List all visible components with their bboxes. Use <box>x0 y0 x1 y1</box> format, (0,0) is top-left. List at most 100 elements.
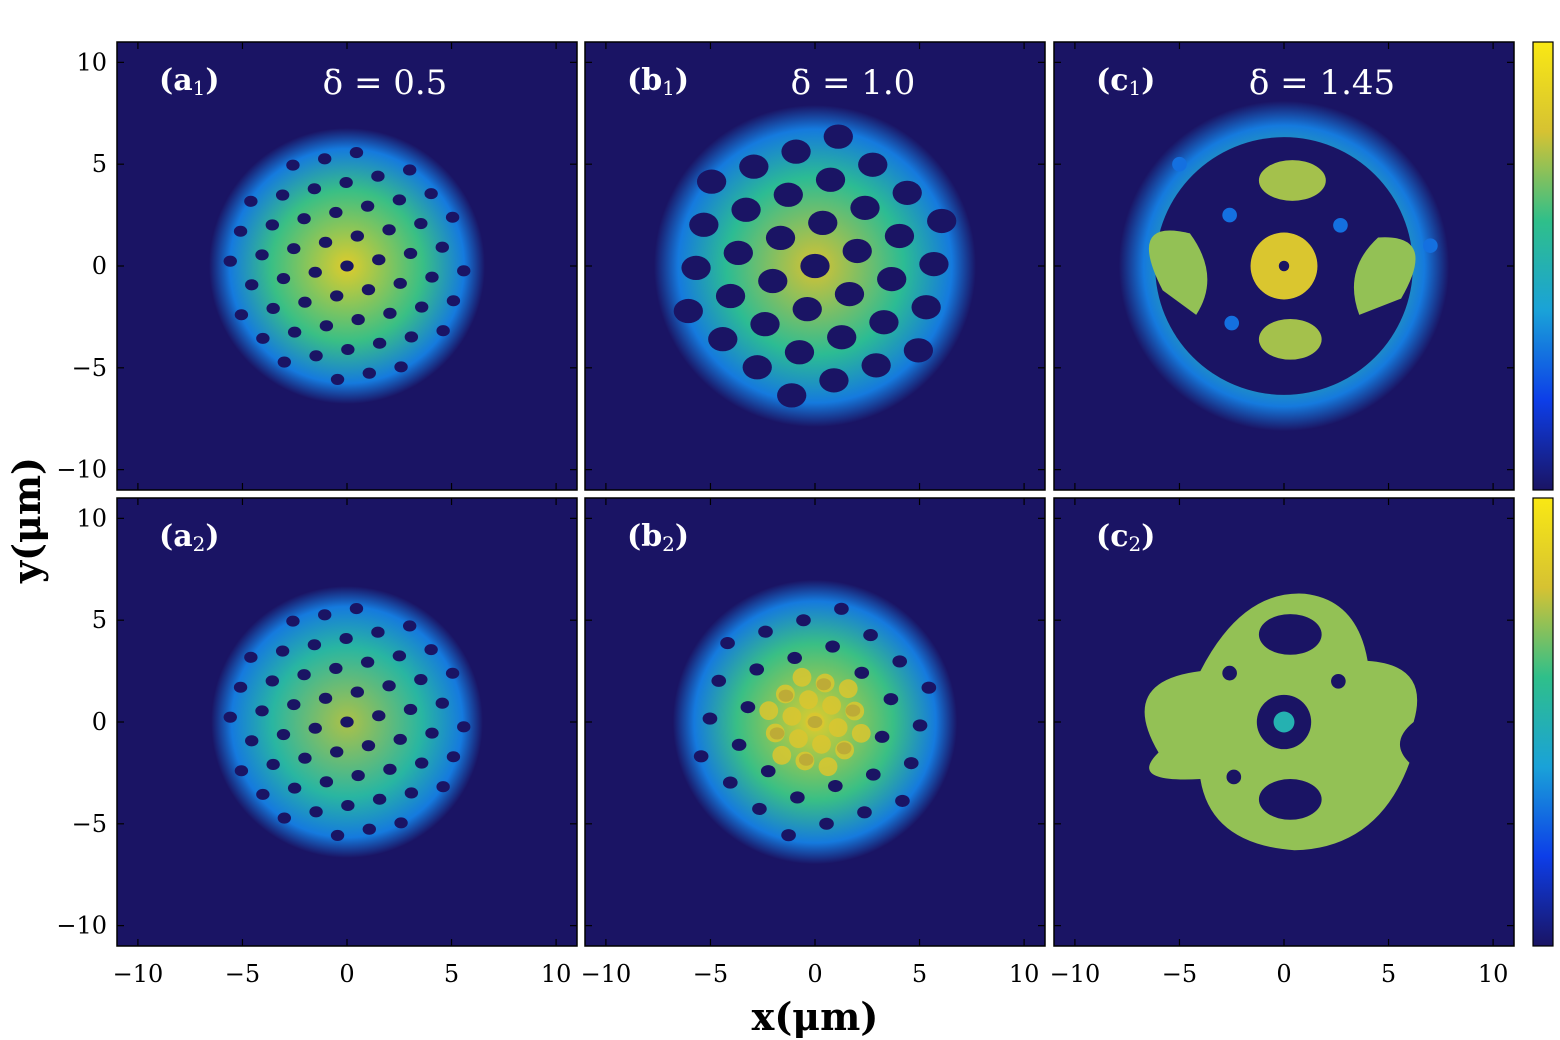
x-tick-label: 0 <box>339 960 354 988</box>
panel-label: (b2) <box>627 519 689 556</box>
vortex-hole <box>823 124 853 149</box>
x-tick-label: −5 <box>693 960 728 988</box>
vortex-hole <box>742 355 772 380</box>
vortex-hole <box>339 176 353 189</box>
vortex-hole <box>722 776 738 789</box>
right-island <box>1353 237 1416 315</box>
vortex-hole <box>286 615 300 627</box>
bright-site <box>775 684 795 704</box>
vortex-hole <box>351 770 365 782</box>
vortex-hole <box>403 247 418 259</box>
vortex-hole <box>752 802 767 815</box>
axes-text: x(μm) y(μm) <box>4 457 878 1039</box>
colorbars <box>1532 41 1554 947</box>
colorbar-1 <box>1532 41 1554 491</box>
vortex-hole <box>834 602 849 615</box>
heatmap-panel-c1: (c1) δ = 1.45 <box>1053 41 1515 491</box>
x-tick-label: 10 <box>1009 960 1040 988</box>
heatmap-field <box>672 579 958 865</box>
vortex-hole <box>731 738 747 751</box>
bright-site <box>822 695 842 715</box>
top-island <box>1258 160 1326 201</box>
vortex-hole <box>819 368 849 393</box>
vortex-hole <box>457 265 471 277</box>
vortex-hole <box>360 656 375 668</box>
vortex-hole <box>287 782 302 794</box>
vortex-hole <box>382 680 396 692</box>
vortex-hole <box>277 356 292 368</box>
left-island <box>1148 230 1208 315</box>
panel-label: (a1) <box>159 63 220 100</box>
vortex-hole <box>233 681 248 693</box>
vortex-hole <box>696 169 727 194</box>
y-tick-label: 5 <box>92 606 107 634</box>
heatmap-panel-b2: −10 −5 0 5 10 (b2) <box>581 497 1046 988</box>
vortex-hole <box>892 655 908 668</box>
vortex-hole <box>758 625 773 638</box>
vortex-hole <box>877 266 907 292</box>
heatmap-panel-b1: (b1) δ = 1.0 <box>584 41 1046 491</box>
vortex-hole <box>265 675 280 687</box>
vortex-hole <box>341 799 355 812</box>
vortex-hole <box>445 667 460 679</box>
vortex-hole <box>731 197 761 222</box>
vortex-hole <box>414 757 429 769</box>
vortex-hole <box>256 332 270 344</box>
vortex-hole <box>445 211 460 223</box>
bright-site <box>828 718 848 738</box>
vortex-hole <box>276 729 291 741</box>
vortex-hole <box>773 182 803 207</box>
vortex-hole <box>329 662 343 674</box>
vortex-hole <box>372 254 386 266</box>
bright-site <box>792 667 812 687</box>
y-tick-label: 0 <box>92 252 107 280</box>
bright-site <box>845 701 865 721</box>
vortex-hole <box>850 195 880 220</box>
vortex-hole <box>244 651 258 663</box>
bright-site <box>795 751 815 771</box>
vortex-hole <box>361 284 376 296</box>
heatmap-panels: −10 −5 0 5 10 (a1) δ = 0.5 (b1) δ = 1.0 (c1) δ = 1… <box>56 41 1515 988</box>
vortex-hole <box>758 268 788 294</box>
vortex-hole <box>266 302 280 315</box>
vortex-hole <box>435 697 449 709</box>
vortex-hole <box>446 295 461 307</box>
x-tick-label: 5 <box>444 960 459 988</box>
bottom-hole <box>1258 779 1322 820</box>
y-axis-label: y(μm) <box>4 457 49 584</box>
vortex-hole <box>792 297 822 322</box>
vortex-hole <box>903 338 934 363</box>
vortex-hole <box>424 644 438 656</box>
vortex-hole <box>319 776 334 788</box>
bright-site <box>782 706 802 726</box>
vortex-hole <box>740 701 756 714</box>
vortex-hole <box>383 307 397 319</box>
vortex-hole <box>351 314 365 326</box>
vortex-hole <box>255 249 269 261</box>
vortex-hole <box>276 273 291 285</box>
vortex-hole <box>362 823 376 835</box>
vortex-hole <box>892 180 922 205</box>
bright-site <box>851 723 871 743</box>
vortex-hole <box>435 241 449 253</box>
vortex-hole <box>297 669 311 681</box>
vortex-hole <box>689 212 719 237</box>
vortex-hole <box>383 763 397 775</box>
vortex-hole <box>394 817 408 829</box>
heatmap-field <box>1144 593 1418 851</box>
vortex-hole <box>436 325 450 337</box>
vortex-hole <box>784 340 815 365</box>
vortex-hole <box>720 637 735 650</box>
bright-site <box>835 740 855 760</box>
vortex-hole <box>446 751 461 763</box>
panel-label: (b1) <box>627 63 689 100</box>
vortex-hole <box>403 703 418 715</box>
vortex-hole <box>414 673 428 686</box>
vortex-hole <box>402 620 417 632</box>
vortex-hole <box>394 361 408 373</box>
vortex-hole <box>424 188 438 200</box>
vortex-hole <box>874 730 890 743</box>
vortex-hole <box>298 296 312 308</box>
vortex-dot <box>1331 673 1346 689</box>
vortex-hole <box>800 253 830 279</box>
